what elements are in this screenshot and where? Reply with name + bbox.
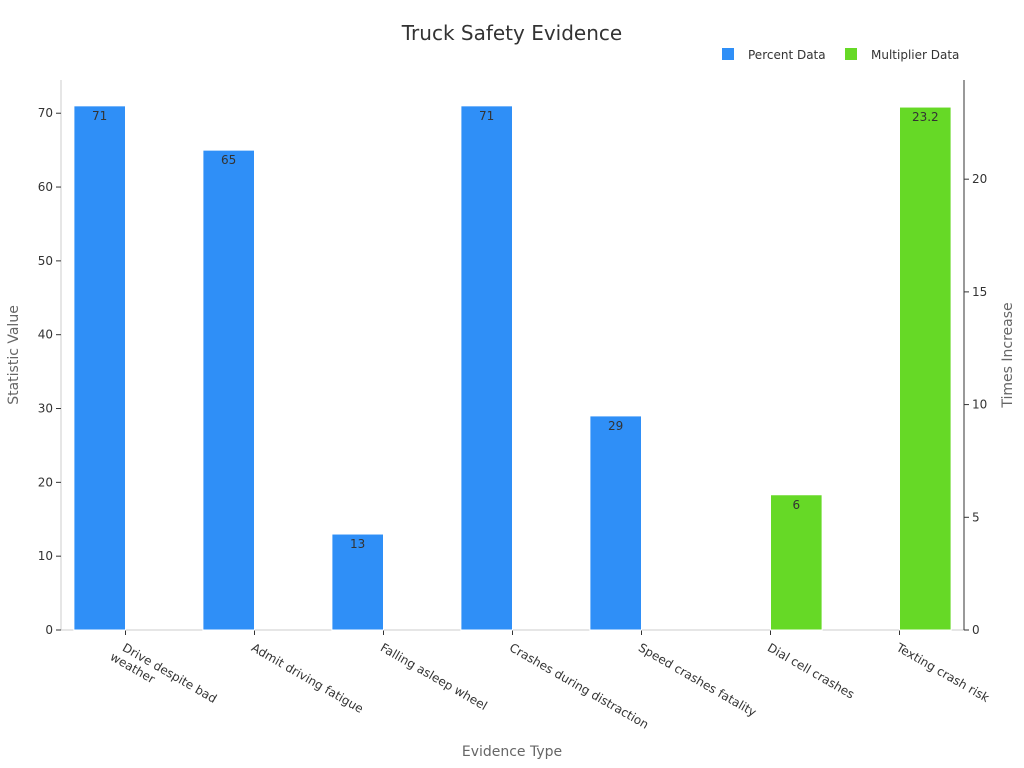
y2-tick-label: 10 (972, 398, 987, 412)
bar (202, 149, 255, 631)
y-tick-label: 70 (38, 106, 53, 120)
legend-swatch-multiplier (845, 48, 857, 60)
bar (73, 105, 126, 631)
y-tick-label: 20 (38, 475, 53, 489)
y-tick-label: 60 (38, 180, 53, 194)
y-tick-label: 40 (38, 328, 53, 342)
y2-tick-label: 15 (972, 285, 987, 299)
bar (331, 533, 384, 631)
x-tick-label: Texting crash risk (893, 640, 992, 705)
bar-value-label: 71 (92, 109, 107, 123)
bars (73, 105, 952, 631)
bar (770, 494, 823, 631)
y2-tick-label: 0 (972, 623, 980, 637)
y-axis-title: Statistic Value (6, 305, 22, 405)
x-tick-label: Speed crashes fatality (636, 640, 759, 719)
x-tick-label: Crashes during distraction (507, 640, 651, 731)
x-tick-label: Dial cell crashes (765, 640, 857, 701)
y2-tick-label: 5 (972, 510, 980, 524)
bar-value-label: 65 (221, 153, 236, 167)
y-tick-label: 30 (38, 402, 53, 416)
bar-value-label: 13 (350, 537, 365, 551)
chart-title: Truck Safety Evidence (401, 21, 622, 45)
y2-tick-label: 20 (972, 172, 987, 186)
legend-label-percent: Percent Data (748, 48, 826, 62)
legend-label-multiplier: Multiplier Data (871, 48, 959, 62)
y-tick-label: 50 (38, 254, 53, 268)
bar (899, 106, 952, 631)
category-labels: Drive despite badweather Admit driving fa… (108, 637, 992, 732)
x-axis-title: Evidence Type (462, 744, 562, 760)
y2-axis-title: Times Increase (1000, 302, 1016, 408)
bar (460, 105, 513, 631)
bar (589, 415, 643, 631)
bar-value-label: 29 (608, 419, 623, 433)
x-tick-label: Drive despite badweather (108, 637, 219, 717)
bar-labels: 71 65 13 71 29 6 23.2 (92, 109, 939, 551)
x-tick-label: Admit driving fatigue (249, 640, 366, 715)
bar-value-label: 6 (792, 498, 800, 512)
y-tick-label: 0 (45, 623, 53, 637)
legend-swatch-percent (722, 48, 734, 60)
legend: Percent Data Multiplier Data (722, 48, 959, 62)
bar-value-label: 23.2 (912, 110, 939, 124)
y-tick-label: 10 (38, 549, 53, 563)
bar-value-label: 71 (479, 109, 494, 123)
x-tick-label: Falling asleep wheel (378, 640, 490, 713)
